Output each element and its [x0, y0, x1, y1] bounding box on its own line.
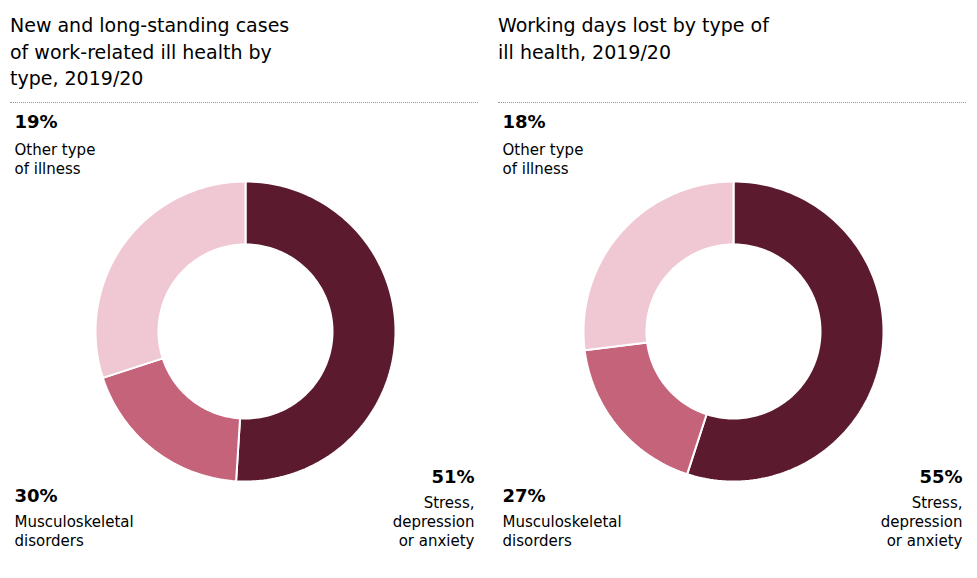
svg-text:51%: 51% — [431, 466, 474, 487]
svg-text:Stress,depressionor anxiety: Stress,depressionor anxiety — [881, 494, 963, 550]
html-text:New and long-standing cases of: New and long-standing cases of work-rela… — [10, 14, 290, 90]
svg-text:Other typeof illness: Other typeof illness — [503, 141, 584, 178]
svg-text:Musculoskeletaldisorders: Musculoskeletaldisorders — [15, 513, 134, 550]
svg-text:Musculoskeletaldisorders: Musculoskeletaldisorders — [503, 513, 622, 550]
svg-text:55%: 55% — [919, 466, 962, 487]
svg-text:Stress,depressionor anxiety: Stress,depressionor anxiety — [393, 494, 475, 550]
svg-text:Other typeof illness: Other typeof illness — [15, 141, 96, 178]
svg-text:18%: 18% — [503, 111, 546, 132]
svg-text:19%: 19% — [15, 111, 58, 132]
svg-text:30%: 30% — [15, 485, 58, 506]
html-text:Working days lost by type of i: Working days lost by type of ill health,… — [498, 14, 769, 63]
svg-text:27%: 27% — [503, 485, 546, 506]
